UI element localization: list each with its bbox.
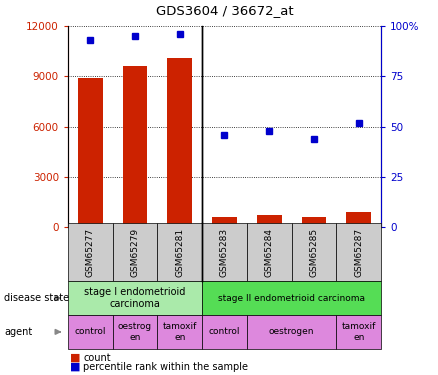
Text: GSM65283: GSM65283 xyxy=(220,228,229,277)
Bar xyxy=(257,215,282,227)
Text: ■: ■ xyxy=(70,353,81,363)
Text: control: control xyxy=(209,327,240,336)
Text: tamoxif
en: tamoxif en xyxy=(162,322,197,342)
Text: GSM65284: GSM65284 xyxy=(265,228,274,277)
Text: GSM65279: GSM65279 xyxy=(131,228,139,277)
Text: control: control xyxy=(74,327,106,336)
Bar xyxy=(167,58,192,227)
Text: ■: ■ xyxy=(70,362,81,372)
Bar xyxy=(302,217,326,227)
Text: GSM65285: GSM65285 xyxy=(310,228,318,277)
Text: stage I endometrioid
carcinoma: stage I endometrioid carcinoma xyxy=(84,287,186,309)
Bar xyxy=(212,217,237,227)
Text: agent: agent xyxy=(4,327,32,337)
Text: GSM65277: GSM65277 xyxy=(86,228,95,277)
Text: GSM65287: GSM65287 xyxy=(354,228,363,277)
Bar xyxy=(123,66,147,227)
Text: tamoxif
en: tamoxif en xyxy=(342,322,376,342)
Text: GDS3604 / 36672_at: GDS3604 / 36672_at xyxy=(155,4,293,17)
Bar xyxy=(346,212,371,227)
Text: stage II endometrioid carcinoma: stage II endometrioid carcinoma xyxy=(218,294,365,303)
Text: count: count xyxy=(83,353,111,363)
Text: oestrog
en: oestrog en xyxy=(118,322,152,342)
Bar xyxy=(78,78,102,227)
Text: disease state: disease state xyxy=(4,293,70,303)
Text: percentile rank within the sample: percentile rank within the sample xyxy=(83,362,248,372)
Text: oestrogen: oestrogen xyxy=(269,327,314,336)
Text: GSM65281: GSM65281 xyxy=(175,228,184,277)
